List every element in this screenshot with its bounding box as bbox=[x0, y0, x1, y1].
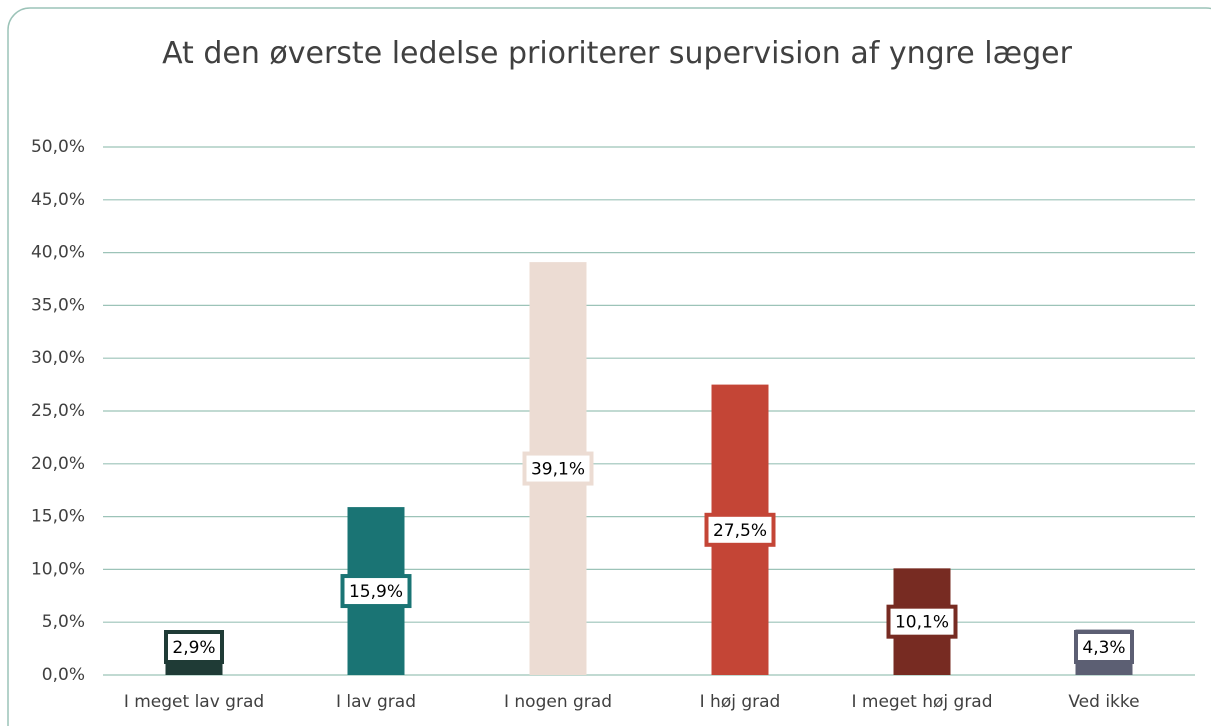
x-tick-label: I høj grad bbox=[700, 692, 781, 712]
data-label: 15,9% bbox=[349, 582, 403, 602]
y-tick-label: 35,0% bbox=[31, 295, 85, 315]
label-box bbox=[886, 604, 958, 639]
y-tick-label: 25,0% bbox=[31, 401, 85, 421]
x-tick-label: I meget lav grad bbox=[124, 692, 264, 712]
y-tick-label: 50,0% bbox=[31, 137, 85, 157]
frame bbox=[7, 7, 1211, 726]
label-box bbox=[340, 574, 412, 609]
chart-title: At den øverste ledelse prioriterer super… bbox=[162, 36, 1072, 71]
data-label: 2,9% bbox=[172, 638, 215, 658]
y-tick-label: 0,0% bbox=[42, 665, 85, 685]
y-tick-label: 5,0% bbox=[42, 612, 85, 632]
label-box bbox=[1074, 630, 1134, 664]
data-label: 10,1% bbox=[895, 613, 949, 633]
x-tick-label: I lav grad bbox=[336, 692, 416, 712]
y-tick-label: 45,0% bbox=[31, 190, 85, 210]
data-label: 27,5% bbox=[713, 521, 767, 541]
x-tick-label: Ved ikke bbox=[1068, 692, 1139, 712]
y-tick-label: 30,0% bbox=[31, 348, 85, 368]
data-label: 4,3% bbox=[1082, 638, 1125, 658]
y-tick-label: 15,0% bbox=[31, 507, 85, 527]
label-box bbox=[522, 451, 594, 486]
y-tick-label: 40,0% bbox=[31, 243, 85, 263]
x-tick-label: I meget høj grad bbox=[851, 692, 992, 712]
label-box bbox=[164, 630, 224, 664]
y-tick-label: 10,0% bbox=[31, 559, 85, 579]
y-tick-label: 20,0% bbox=[31, 454, 85, 474]
data-label: 39,1% bbox=[531, 460, 585, 480]
label-box bbox=[704, 512, 776, 547]
x-tick-label: I nogen grad bbox=[504, 692, 612, 712]
